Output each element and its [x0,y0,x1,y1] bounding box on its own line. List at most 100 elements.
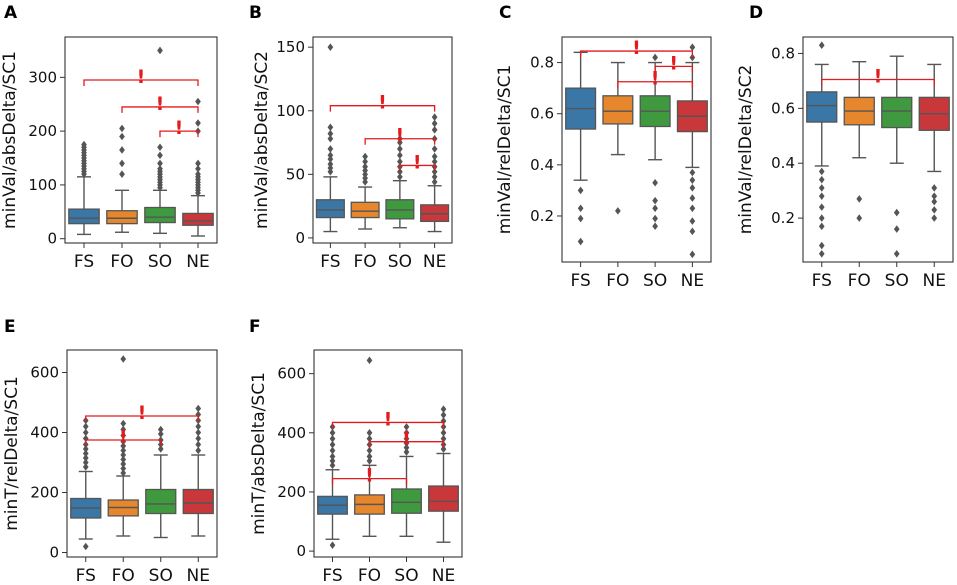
y-tick-label: 0 [47,230,57,248]
significance-mark: ! [396,125,405,147]
box-iqr [428,485,459,512]
plot-frame [313,349,463,558]
panel-letter: E [4,317,16,337]
outlier-point [893,208,900,217]
y-tick-label: 150 [276,38,305,56]
box-iqr [602,95,634,125]
outlier-point [119,170,125,178]
box-so [881,55,913,258]
x-category-label: FO [110,252,133,272]
panel-b: B!!! 0 50 100 150 FS FO SO NE minVal/absDelta/SC2 [249,3,453,272]
outlier-point [818,241,825,250]
bracket-line [364,138,436,145]
outlier-point [195,119,201,127]
outlier-point [329,457,336,465]
outlier-point [327,123,334,132]
y-axis-title: minT/absDelta/SC1 [249,372,269,535]
outlier-point [327,145,334,153]
outlier-point [577,186,584,195]
outlier-point [157,143,163,152]
significance-mark: ! [651,68,660,90]
outlier-point [327,160,334,168]
outlier-point [120,446,127,455]
outlier-point [440,434,447,443]
significance-mark: ! [365,465,374,487]
bracket-line [654,65,694,73]
outlier-point [157,151,163,160]
significance-bracket: ! [579,37,694,59]
bracket-line [159,130,199,138]
x-category-label: SO [885,271,909,291]
box-iqr [68,208,100,225]
significance-mark: ! [156,93,165,115]
outlier-point [652,214,658,223]
outlier-point [931,192,938,200]
panel-letter: A [4,3,18,23]
x-category-label: FO [606,271,629,291]
outlier-point [327,167,334,176]
x-category-label: NE [432,566,455,585]
outlier-point [431,145,438,153]
outlier-point [577,214,584,223]
significance-mark: ! [402,428,411,450]
panel-f: F!!! 0 200 400 600 FS FO SO NE minT/absDelta/SC1 [249,317,463,585]
x-category-label: FS [76,566,96,585]
significance-bracket: ! [399,151,436,173]
box-fo [107,355,139,537]
panel-c: C!!! 0.2 0.4 0.6 0.8 FS FO SO NE minVal/relDelta/… [495,3,712,291]
outlier-point [82,428,89,437]
y-tick-label: 400 [30,424,59,442]
y-tick-label: 0.8 [771,44,795,62]
outlier-point [652,222,658,231]
outlier-point [327,151,334,160]
panel-letter: B [249,3,262,23]
outlier-point [818,203,825,211]
outlier-point [157,46,163,55]
y-tick-label: 600 [277,365,306,383]
outlier-point [689,184,696,192]
outlier-point [327,155,334,163]
outlier-point [82,422,89,431]
outlier-point [689,176,696,184]
box-iqr [315,199,345,219]
panel-letter: D [749,3,763,23]
outlier-point [440,411,447,419]
box-so [145,425,177,539]
outlier-point [397,145,403,153]
outlier-point [329,440,336,449]
box-fs [70,416,102,551]
outlier-point [652,196,658,205]
outlier-point [818,167,825,176]
y-tick-label: 0.4 [530,156,554,174]
outlier-point [440,429,447,437]
y-tick-label: 100 [276,102,305,120]
significance-bracket: ! [821,66,935,88]
significance-bracket: ! [654,52,694,74]
y-tick-label: 0.8 [530,54,554,72]
outlier-point [120,469,127,477]
outlier-point [893,225,900,233]
panel-letter: C [499,3,511,23]
outlier-point [431,178,438,186]
outlier-point [652,53,658,62]
box-iqr [182,212,214,226]
outlier-point [82,434,89,443]
y-tick-label: 400 [277,424,306,442]
significance-bracket: ! [83,66,199,88]
y-tick-label: 0.6 [530,105,554,123]
significance-bracket: ! [368,428,445,450]
outlier-point [689,194,696,202]
outlier-point [431,119,438,128]
significance-mark: ! [119,426,128,448]
y-axis-title: minVal/absDelta/SC2 [252,51,272,229]
outlier-point [818,175,825,184]
outlier-point [366,446,373,455]
outlier-point [366,452,373,461]
box-ne [676,43,708,259]
outlier-point [689,217,696,225]
outlier-point [652,178,658,187]
bracket-line [368,441,445,448]
significance-bracket: ! [121,93,199,115]
outlier-point [818,214,825,222]
outlier-point [195,434,202,443]
